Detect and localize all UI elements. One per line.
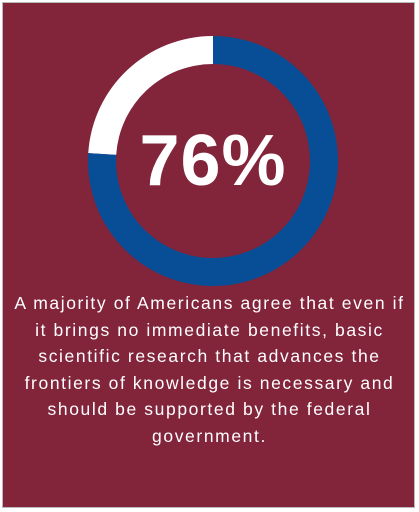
donut-slice-empty	[88, 36, 213, 155]
caption-text: A majority of Americans agree that even …	[14, 293, 405, 446]
donut-chart	[88, 36, 338, 286]
percentage-label: 76%	[139, 121, 287, 201]
donut-svg	[88, 36, 338, 286]
infographic-card: 76% A majority of Americans agree that e…	[2, 2, 415, 508]
